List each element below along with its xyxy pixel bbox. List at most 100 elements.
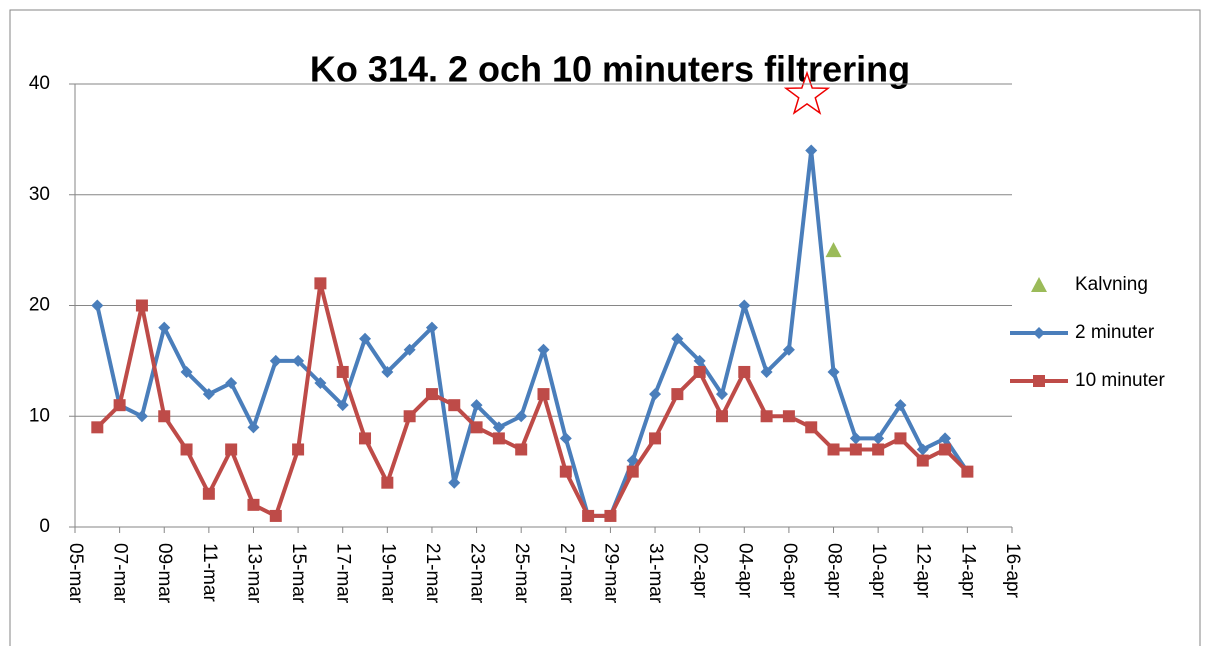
- y-tick-label: 20: [29, 295, 50, 316]
- point: [314, 277, 327, 290]
- star-annotation: [783, 70, 831, 115]
- point: [559, 465, 572, 478]
- point: [269, 354, 282, 367]
- point: [715, 388, 728, 401]
- point: [359, 332, 372, 345]
- point: [381, 476, 394, 489]
- x-tick-label: 13-mar: [243, 543, 264, 604]
- series-line: [95, 148, 970, 518]
- point: [381, 365, 394, 378]
- point: [1031, 277, 1047, 292]
- point: [582, 509, 595, 522]
- point: [537, 388, 550, 401]
- x-tick-label: 29-mar: [600, 543, 621, 604]
- chart-title: Ko 314. 2 och 10 minuters filtrering: [310, 49, 910, 90]
- point: [738, 365, 751, 378]
- point: [671, 332, 684, 345]
- point: [515, 410, 528, 423]
- point: [738, 299, 751, 312]
- point: [158, 410, 171, 423]
- point: [470, 399, 483, 412]
- point: [425, 321, 438, 334]
- point: [292, 354, 305, 367]
- x-tick-label: 09-mar: [154, 543, 175, 604]
- x-tick-label: 14-apr: [957, 543, 978, 599]
- point: [403, 410, 416, 423]
- point: [760, 410, 773, 423]
- point: [135, 410, 148, 423]
- x-tick-label: 04-apr: [734, 543, 755, 599]
- x-tick-label: 31-mar: [645, 543, 666, 604]
- point: [135, 299, 148, 312]
- legend-label: 2 minuter: [1075, 322, 1155, 343]
- point: [247, 498, 260, 511]
- point: [894, 399, 907, 412]
- point: [202, 388, 215, 401]
- point: [403, 343, 416, 356]
- point: [782, 343, 795, 356]
- point: [760, 365, 773, 378]
- y-tick-label: 30: [29, 184, 50, 205]
- point: [91, 421, 104, 434]
- point: [1033, 327, 1045, 339]
- point: [425, 388, 438, 401]
- point: [180, 365, 193, 378]
- point: [805, 144, 818, 157]
- y-tick-label: 40: [29, 73, 50, 94]
- point: [1033, 375, 1045, 387]
- point: [225, 377, 238, 390]
- point: [292, 443, 305, 456]
- point: [872, 432, 885, 445]
- point: [359, 432, 372, 445]
- point: [158, 321, 171, 334]
- x-tick-label: 27-mar: [556, 543, 577, 604]
- point: [626, 465, 639, 478]
- point: [559, 432, 572, 445]
- point: [825, 242, 842, 258]
- x-tick-label: 15-mar: [288, 543, 309, 604]
- x-tick-label: 02-apr: [690, 543, 711, 599]
- point: [470, 421, 483, 434]
- point: [448, 476, 461, 489]
- x-tick-label: 17-mar: [333, 543, 354, 604]
- series-line: [95, 281, 969, 518]
- legend-label: Kalvning: [1075, 274, 1148, 295]
- point: [916, 443, 929, 456]
- point: [314, 377, 327, 390]
- x-tick-label: 21-mar: [422, 543, 443, 604]
- x-tick-label: 08-apr: [824, 543, 845, 599]
- point: [269, 509, 282, 522]
- point: [492, 421, 505, 434]
- point: [649, 388, 662, 401]
- x-tick-label: 05-mar: [65, 543, 86, 604]
- x-tick-label: 25-mar: [511, 543, 532, 604]
- x-tick-label: 06-apr: [779, 543, 800, 599]
- point: [872, 443, 885, 456]
- point: [693, 354, 706, 367]
- chart-border: [9, 9, 1201, 646]
- point: [849, 432, 862, 445]
- point: [113, 399, 126, 412]
- point: [336, 399, 349, 412]
- point: [827, 443, 840, 456]
- x-tick-label: 23-mar: [467, 543, 488, 604]
- point: [939, 443, 952, 456]
- point: [671, 388, 684, 401]
- point: [515, 443, 528, 456]
- point: [336, 365, 349, 378]
- legend-label: 10 minuter: [1075, 370, 1165, 391]
- point: [939, 432, 952, 445]
- point: [849, 443, 862, 456]
- point: [247, 421, 260, 434]
- point: [827, 365, 840, 378]
- point: [626, 454, 639, 467]
- x-tick-label: 10-apr: [868, 543, 889, 599]
- point: [961, 465, 974, 478]
- x-tick-label: 11-mar: [199, 543, 220, 602]
- point: [693, 365, 706, 378]
- point: [782, 410, 795, 423]
- x-tick-label: 19-mar: [377, 543, 398, 604]
- y-tick-label: 0: [39, 516, 50, 537]
- point: [225, 443, 238, 456]
